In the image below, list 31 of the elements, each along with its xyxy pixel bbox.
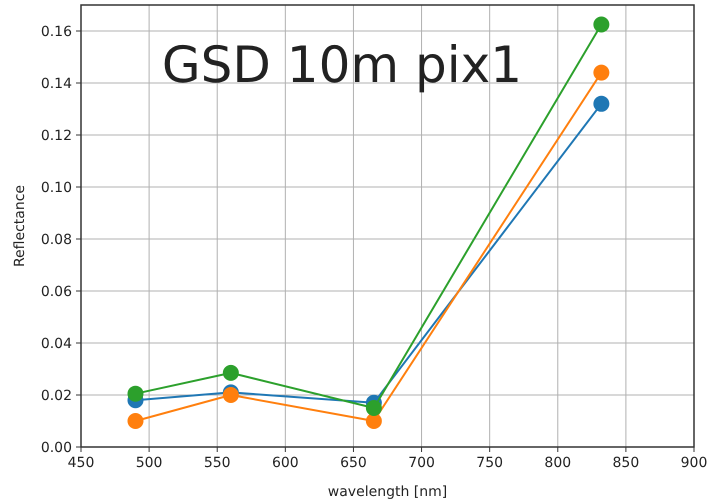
y-tick-label: 0.08: [40, 232, 72, 248]
point: [366, 400, 382, 416]
y-tick-label: 0.12: [40, 128, 72, 144]
x-tick-label: 650: [340, 455, 367, 471]
x-tick-label: 500: [136, 455, 162, 471]
x-tick-label: 550: [204, 455, 231, 471]
y-tick-label: 0.06: [40, 284, 72, 300]
y-tick-label: 0.00: [40, 440, 72, 456]
y-tick-label: 0.04: [40, 336, 72, 352]
point: [593, 64, 610, 81]
y-tick-label: 0.16: [40, 24, 72, 40]
x-tick-label: 600: [272, 455, 299, 471]
y-axis-title: Reflectance: [12, 184, 28, 268]
point: [593, 16, 610, 32]
point: [127, 386, 144, 402]
point: [222, 364, 239, 381]
x-tick-label: 850: [612, 455, 640, 471]
point: [127, 413, 144, 429]
point: [593, 96, 610, 112]
x-axis-title: wavelength [nm]: [328, 484, 448, 500]
point: [222, 387, 239, 403]
text: GSD 10m pix1: [162, 36, 522, 94]
y-tick-label: 0.14: [40, 76, 72, 92]
x-tick-label: 750: [476, 455, 504, 471]
x-tick-label: 700: [408, 455, 435, 471]
y-tick-label: 0.10: [40, 180, 72, 196]
y-tick-label: 0.02: [40, 388, 72, 404]
x-tick-label: 800: [544, 455, 572, 471]
point: [366, 413, 382, 429]
x-tick-label: 450: [68, 455, 94, 471]
x-tick-label: 900: [680, 455, 708, 471]
